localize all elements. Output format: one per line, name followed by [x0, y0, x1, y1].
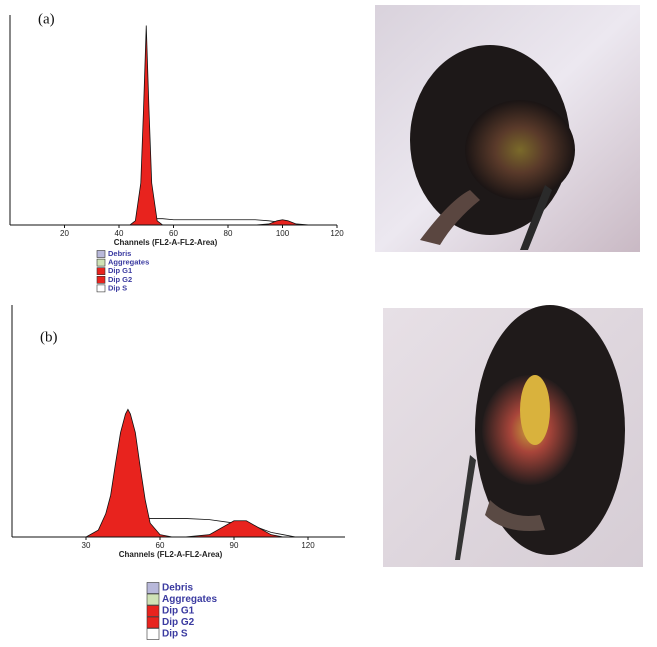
- series-area: [84, 408, 308, 538]
- legend-label: Aggregates: [108, 258, 149, 267]
- legend-swatch: [146, 582, 160, 594]
- photo-a: [375, 5, 640, 252]
- legend-label: Dip G2: [162, 617, 195, 628]
- x-tick-label: 90: [230, 541, 239, 550]
- legend-swatch: [146, 605, 160, 617]
- legend-label: Debris: [108, 249, 131, 258]
- legend-label: Dip S: [162, 629, 188, 640]
- legend-swatch: [96, 267, 106, 276]
- x-tick-label: 120: [301, 541, 315, 550]
- x-tick-label: 30: [82, 541, 91, 550]
- legend-label: Dip G2: [108, 275, 132, 284]
- x-tick-label: 40: [115, 229, 124, 238]
- x-tick-label: 60: [169, 229, 178, 238]
- x-tick-label: 80: [224, 229, 233, 238]
- legend-label: Dip G1: [108, 266, 132, 275]
- legend-swatch: [96, 258, 106, 267]
- legend-label: Debris: [162, 583, 194, 594]
- legend-label: Dip G1: [162, 606, 195, 617]
- legend-swatch: [96, 250, 106, 258]
- legend-swatch: [96, 275, 106, 284]
- photo-b: [383, 305, 643, 567]
- legend-swatch: [146, 628, 160, 640]
- x-tick-label: 100: [276, 229, 290, 238]
- panel-label: (a): [38, 11, 55, 27]
- x-tick-label: 20: [60, 229, 69, 238]
- legend-label: Dip S: [108, 283, 127, 292]
- legend-swatch: [96, 284, 106, 293]
- legend-swatch: [146, 593, 160, 606]
- series-area: [119, 25, 310, 226]
- x-tick-label: 60: [156, 541, 165, 550]
- x-axis-label: Channels (FL2-A-FL2-Area): [119, 550, 223, 559]
- legend-label: Aggregates: [162, 594, 217, 605]
- x-axis-label: Channels (FL2-A-FL2-Area): [114, 238, 218, 247]
- x-tick-label: 120: [330, 229, 344, 238]
- legend-swatch: [146, 616, 160, 629]
- panel-label: (b): [40, 329, 58, 345]
